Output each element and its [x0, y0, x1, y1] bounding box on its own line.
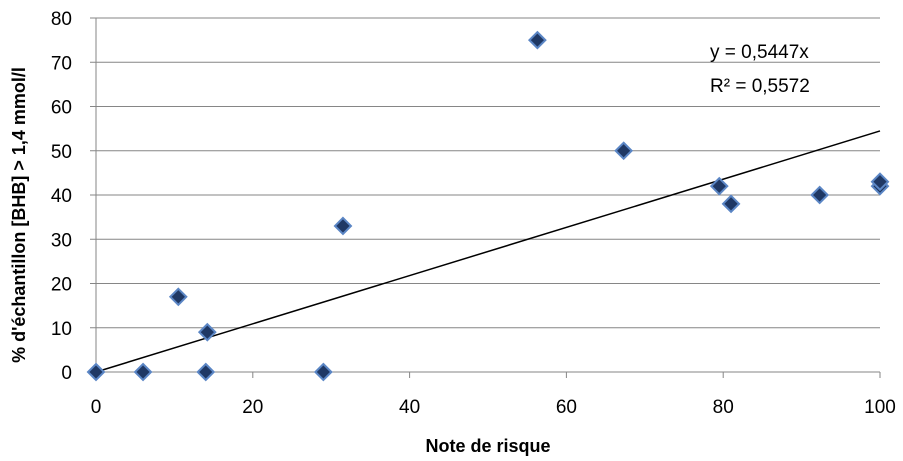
x-tick-label: 40: [399, 397, 420, 418]
x-tick-label: 60: [556, 397, 577, 418]
y-tick-label: 80: [51, 9, 72, 30]
tick-labels: 0 10 20 30 40 50 60 70 80 0 20 40 60 80 100: [51, 9, 896, 418]
data-point: [721, 194, 741, 214]
trendline: [95, 130, 881, 373]
y-tick-label: 10: [51, 319, 72, 340]
data-point: [333, 216, 353, 236]
data-point: [870, 172, 890, 192]
data-point: [197, 322, 217, 342]
data-point: [709, 176, 729, 196]
trendline-equation: y = 0,5447x: [710, 42, 809, 63]
x-tick-label: 100: [864, 397, 896, 418]
y-axis-title: % d'échantillon [BHB] > 1,4 mmol/l: [9, 67, 29, 363]
y-tick-label: 70: [51, 53, 72, 74]
gridlines: [96, 17, 880, 373]
data-point: [527, 30, 547, 50]
data-point: [810, 185, 830, 205]
x-tick-label: 80: [713, 397, 734, 418]
data-point: [168, 287, 188, 307]
data-point: [86, 362, 106, 382]
y-tick-label: 30: [51, 230, 72, 251]
r-squared-label: R² = 0,5572: [710, 76, 810, 97]
y-tick-label: 50: [51, 142, 72, 163]
x-axis-title: Note de risque: [425, 436, 550, 456]
data-points: [86, 30, 890, 382]
data-point: [133, 362, 153, 382]
y-tick-label: 40: [51, 186, 72, 207]
x-tick-label: 20: [242, 397, 263, 418]
y-tick-label: 60: [51, 98, 72, 119]
data-point: [614, 141, 634, 161]
y-tick-label: 0: [61, 363, 72, 384]
x-tick-label: 0: [91, 397, 102, 418]
data-point: [196, 362, 216, 382]
data-point: [313, 362, 333, 382]
y-tick-label: 20: [51, 275, 72, 296]
